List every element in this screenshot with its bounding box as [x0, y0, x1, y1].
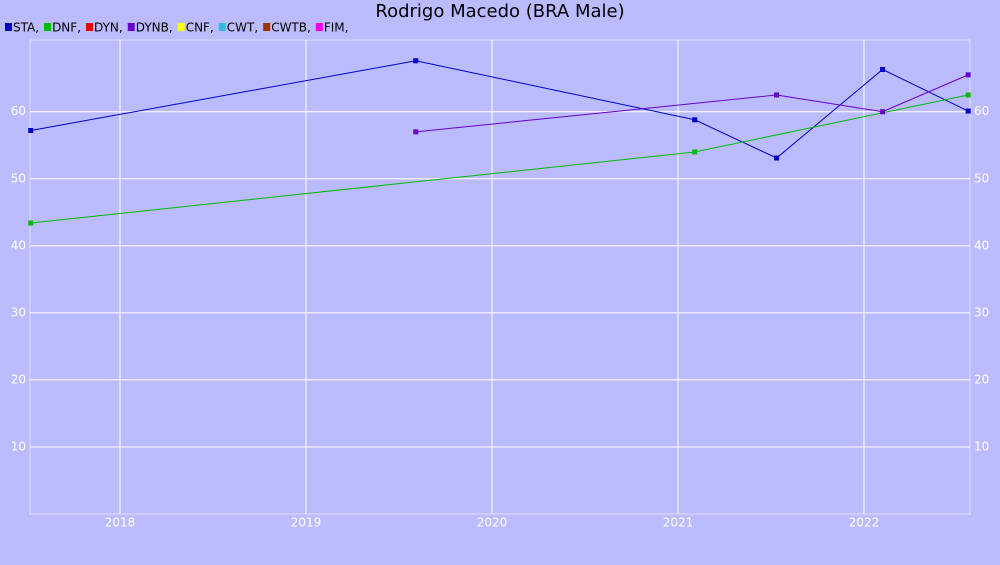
y2-tick-label: 60	[974, 104, 989, 118]
legend-separator: ,	[345, 21, 349, 35]
point	[965, 92, 971, 98]
legend-swatch	[177, 23, 185, 31]
y-tick-label: 40	[11, 238, 26, 252]
legend-separator: ,	[254, 21, 258, 35]
point	[965, 108, 971, 114]
y-tick-label: 10	[11, 439, 26, 453]
y-tick-label: 20	[11, 372, 26, 386]
point	[880, 66, 886, 72]
legend-separator: ,	[307, 21, 311, 35]
point	[774, 92, 780, 98]
y2-tick-label: 50	[974, 171, 989, 185]
legend-swatch	[127, 23, 135, 31]
series-line	[415, 74, 969, 133]
y-tick-label: 30	[11, 305, 26, 319]
legend-label: DYN	[94, 21, 119, 35]
legend-swatch	[263, 23, 271, 31]
plot-frame	[29, 39, 971, 515]
series-line	[30, 94, 969, 224]
point	[965, 72, 971, 78]
x-tick-label: 2018	[105, 516, 136, 530]
legend-separator: ,	[210, 21, 214, 35]
point	[692, 149, 698, 155]
legend-label: DNF	[52, 21, 77, 35]
legend-separator: ,	[119, 21, 123, 35]
legend-separator: ,	[35, 21, 39, 35]
x-tick-label: 2022	[849, 516, 880, 530]
y2-tick-label: 10	[974, 439, 989, 453]
point	[28, 128, 34, 134]
y2-tick-label: 20	[974, 372, 989, 386]
point	[880, 109, 886, 115]
legend-swatch	[5, 23, 12, 31]
legend-separator: ,	[77, 21, 81, 35]
legend-separator: ,	[169, 21, 173, 35]
point	[692, 117, 698, 123]
legend-label: STA	[13, 21, 36, 35]
legend-swatch	[315, 23, 323, 31]
y-tick-label: 60	[11, 104, 26, 118]
point	[413, 129, 419, 135]
x-tick-label: 2019	[291, 516, 322, 530]
legend-label: FIM	[324, 21, 345, 35]
y2-tick-label: 30	[974, 305, 989, 319]
series-line	[30, 60, 969, 159]
y-tick-label: 50	[11, 171, 26, 185]
legend-label: DYNB	[136, 21, 169, 35]
legend-swatch	[86, 23, 94, 31]
point	[413, 58, 419, 64]
legend-label: CNF	[186, 21, 210, 35]
legend-label: CWTB	[271, 21, 307, 35]
chart-title: Rodrigo Macedo (BRA Male)	[375, 1, 624, 22]
legend-swatch	[44, 23, 52, 31]
point	[28, 220, 34, 226]
point	[774, 155, 780, 161]
legend-label: CWT	[227, 21, 255, 35]
x-tick-label: 2021	[663, 516, 694, 530]
x-tick-label: 2020	[477, 516, 508, 530]
legend-swatch	[218, 23, 226, 31]
y2-tick-label: 40	[974, 238, 989, 252]
